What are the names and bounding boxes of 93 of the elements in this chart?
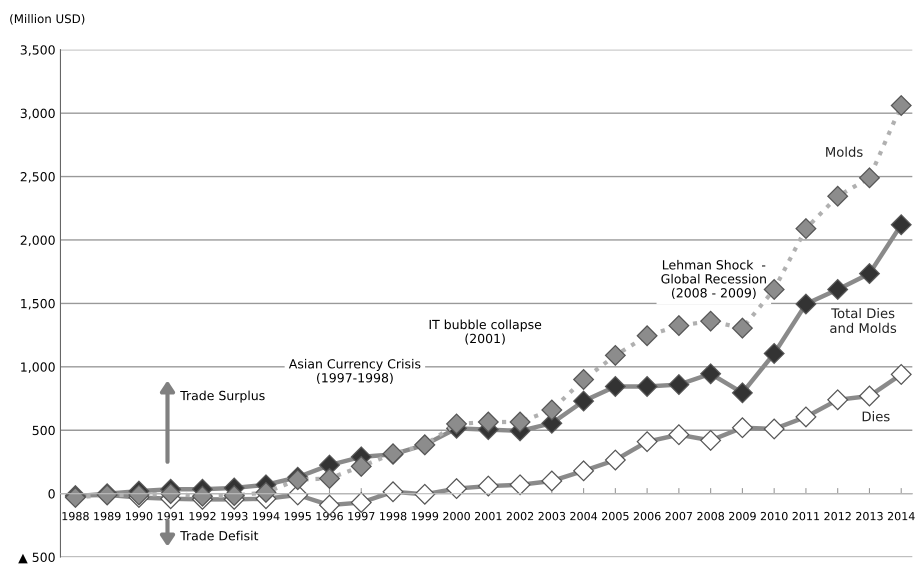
point — [573, 390, 594, 412]
x-tick-label: 2014 — [888, 512, 915, 520]
y-tick-label: 2,000 — [20, 235, 55, 246]
x-tick-label: 2008 — [697, 512, 724, 520]
x-tick-label: 2011 — [792, 512, 820, 520]
point — [859, 167, 880, 188]
point — [160, 483, 182, 504]
point — [795, 406, 816, 428]
y-tick-label: ▲ 500 — [18, 552, 55, 564]
series-label: Molds — [826, 146, 863, 157]
point — [890, 364, 912, 385]
point — [573, 369, 594, 390]
point — [573, 460, 594, 482]
point — [636, 431, 658, 452]
point — [636, 325, 658, 346]
point — [446, 413, 467, 434]
x-tick-label: 2002 — [506, 512, 534, 520]
point — [764, 343, 785, 364]
point — [890, 95, 912, 116]
x-tick-label: 1989 — [94, 512, 121, 520]
point — [224, 485, 245, 506]
x-tick-label: 1994 — [253, 512, 280, 520]
point — [732, 318, 753, 339]
point — [510, 412, 531, 432]
point — [668, 315, 690, 336]
point — [795, 294, 816, 314]
y-tick-label: 500 — [32, 426, 55, 436]
annotation: Lehman Shock - Global Recession (2008 - 2009) — [661, 260, 766, 300]
y-tick-label: 3,000 — [20, 108, 55, 120]
x-tick-label: 1991 — [158, 512, 184, 520]
x-tick-label: 2004 — [570, 512, 598, 520]
x-tick-label: 2001 — [474, 512, 502, 520]
series-label: Dies — [862, 411, 890, 422]
annotation: IT bubble collapse (2001) — [430, 320, 542, 345]
x-tick-label: 1998 — [380, 512, 406, 520]
point — [764, 418, 785, 440]
point — [350, 456, 372, 477]
x-tick-label: 1993 — [221, 512, 248, 520]
point — [256, 482, 276, 503]
y-tick-label: 2,500 — [20, 172, 55, 183]
point — [795, 218, 816, 240]
point — [510, 474, 531, 496]
point — [478, 412, 499, 432]
x-tick-label: 2013 — [856, 512, 883, 520]
point — [668, 424, 690, 446]
x-tick-label: 2012 — [824, 512, 851, 520]
annotation: Asian Currency Crisis (1997-1998) — [288, 358, 420, 384]
y-tick-label: 3,500 — [20, 45, 55, 56]
x-tick-label: 2010 — [760, 512, 788, 520]
x-tick-label: 1995 — [284, 512, 311, 520]
x-tick-label: 1988 — [62, 512, 89, 520]
x-tick-label: 2006 — [634, 512, 661, 520]
point — [859, 263, 880, 284]
x-tick-label: 1997 — [348, 512, 374, 520]
y-axis-title: (Million USD) — [10, 14, 84, 25]
point — [636, 376, 658, 397]
point — [700, 430, 722, 451]
point — [541, 470, 562, 492]
x-tick-label: 2007 — [666, 512, 692, 520]
point — [827, 279, 848, 300]
point — [827, 389, 848, 410]
point — [604, 450, 626, 470]
point — [604, 376, 626, 397]
x-tick-label: 2009 — [729, 512, 756, 520]
point — [668, 374, 690, 396]
annotation: Trade Surplus — [180, 390, 265, 403]
annotation: Trade Defisit — [180, 530, 258, 540]
point — [541, 400, 562, 420]
point — [350, 492, 372, 513]
point — [890, 214, 912, 236]
x-tick-label: 2000 — [443, 512, 470, 520]
point — [382, 481, 404, 502]
y-tick-label: 0 — [48, 489, 55, 499]
x-tick-label: 2005 — [602, 512, 629, 520]
point — [319, 468, 340, 489]
x-tick-label: 1999 — [412, 512, 438, 520]
series-label: Total Dies and Molds — [830, 308, 896, 334]
point — [700, 363, 722, 384]
y-tick-label: 1,000 — [21, 362, 55, 374]
point — [827, 186, 848, 207]
point — [732, 382, 753, 404]
point — [478, 476, 499, 497]
x-tick-label: 1992 — [190, 512, 216, 520]
point — [700, 310, 722, 332]
point — [446, 478, 467, 500]
point — [604, 344, 626, 366]
x-tick-label: 1990 — [126, 512, 152, 520]
x-tick-label: 1996 — [316, 512, 343, 520]
y-tick-label: 1,500 — [21, 298, 55, 310]
point — [414, 484, 436, 505]
x-tick-label: 2003 — [538, 512, 566, 520]
point — [859, 386, 880, 406]
point — [732, 417, 753, 438]
